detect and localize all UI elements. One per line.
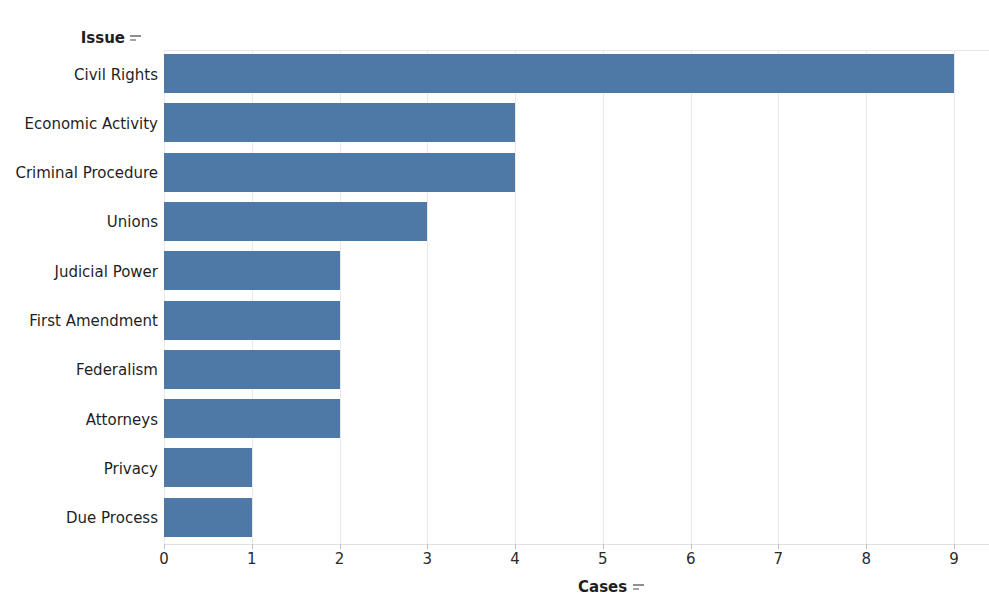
sort-descending-icon[interactable]: [633, 583, 644, 591]
tick-mark: [164, 544, 165, 549]
bar-first-amendment[interactable]: [164, 301, 340, 340]
row-axis-header[interactable]: Issue: [0, 28, 141, 48]
row-label-due-process[interactable]: Due Process: [0, 494, 158, 543]
gridline: [866, 51, 867, 544]
row-axis-header-label[interactable]: Issue: [81, 29, 125, 47]
sort-icon-bar-top: [633, 584, 644, 586]
x-axis: 0123456789: [164, 543, 989, 573]
tick-mark: [340, 544, 341, 549]
bar-criminal-procedure[interactable]: [164, 153, 515, 192]
bar-civil-rights[interactable]: [164, 54, 954, 93]
bar-unions[interactable]: [164, 202, 427, 241]
row-label-privacy[interactable]: Privacy: [0, 444, 158, 493]
tick-mark: [866, 544, 867, 549]
x-tick-label: 4: [510, 550, 520, 568]
tick-mark: [252, 544, 253, 549]
gridline: [954, 51, 955, 544]
value-axis-header-label[interactable]: Cases: [578, 578, 627, 596]
x-tick-label: 1: [247, 550, 257, 568]
row-label-first-amendment[interactable]: First Amendment: [0, 297, 158, 346]
row-label-economic-activity[interactable]: Economic Activity: [0, 99, 158, 148]
x-tick-label: 3: [423, 550, 433, 568]
tick-mark: [603, 544, 604, 549]
bar-economic-activity[interactable]: [164, 103, 515, 142]
sort-icon-bar-bottom: [633, 588, 639, 590]
x-tick-label: 6: [686, 550, 696, 568]
value-axis-header[interactable]: Cases: [578, 577, 644, 597]
row-label-civil-rights[interactable]: Civil Rights: [0, 50, 158, 99]
sort-descending-icon[interactable]: [130, 34, 141, 42]
bar-privacy[interactable]: [164, 448, 252, 487]
x-tick-label: 2: [335, 550, 345, 568]
plot-area: [164, 50, 989, 545]
bar-judicial-power[interactable]: [164, 251, 340, 290]
gridline: [691, 51, 692, 544]
tick-mark: [778, 544, 779, 549]
row-label-attorneys[interactable]: Attorneys: [0, 395, 158, 444]
bar-federalism[interactable]: [164, 350, 340, 389]
bar-attorneys[interactable]: [164, 399, 340, 438]
sort-icon-bar-bottom: [130, 39, 136, 41]
row-label-unions[interactable]: Unions: [0, 198, 158, 247]
row-label-federalism[interactable]: Federalism: [0, 346, 158, 395]
row-label-judicial-power[interactable]: Judicial Power: [0, 247, 158, 296]
bar-due-process[interactable]: [164, 498, 252, 537]
sort-icon-bar-top: [130, 35, 141, 37]
x-tick-label: 9: [949, 550, 959, 568]
gridline: [603, 51, 604, 544]
tick-mark: [691, 544, 692, 549]
gridline: [778, 51, 779, 544]
gridline: [515, 51, 516, 544]
bar-chart: Issue Civil RightsEconomic ActivityCrimi…: [0, 0, 989, 611]
tick-mark: [427, 544, 428, 549]
x-tick-label: 8: [861, 550, 871, 568]
tick-mark: [515, 544, 516, 549]
x-tick-label: 5: [598, 550, 608, 568]
x-tick-label: 7: [774, 550, 784, 568]
row-label-criminal-procedure[interactable]: Criminal Procedure: [0, 149, 158, 198]
tick-mark: [954, 544, 955, 549]
x-tick-label: 0: [159, 550, 169, 568]
